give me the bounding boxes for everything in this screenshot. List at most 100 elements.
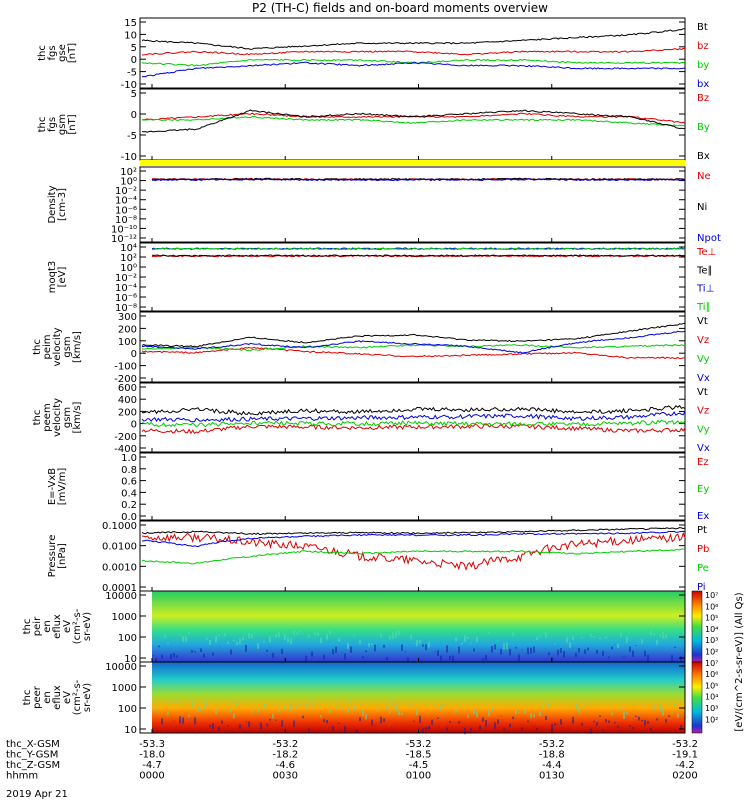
spectrogram-texture [458, 721, 460, 724]
spectrogram-texture [560, 648, 562, 653]
spectrogram-texture [650, 728, 652, 730]
x-row-label: thc_X-GSM [6, 739, 60, 750]
spectrogram-texture [323, 719, 325, 722]
legend-Vt: Vt [697, 316, 708, 327]
spectrogram-texture [401, 645, 403, 651]
spectrogram-texture [359, 640, 361, 644]
spectrogram-texture [446, 645, 448, 652]
y-tick-label: 400 [118, 395, 137, 406]
spectrogram-texture [593, 636, 595, 638]
spectrogram-texture [164, 635, 166, 638]
spectrogram-texture [584, 705, 586, 707]
x-row-value: -53.2 [406, 739, 432, 750]
spectrogram-texture [662, 632, 664, 639]
panel-frame [140, 89, 685, 160]
spectrogram-texture [647, 721, 649, 724]
series-By [142, 117, 685, 126]
spectrogram-texture [332, 649, 334, 654]
spectrogram-texture [155, 708, 157, 711]
spectrogram-texture [380, 633, 382, 637]
spectrogram-texture [257, 643, 259, 649]
spectrogram-texture [284, 634, 286, 640]
spectrogram-texture [404, 651, 406, 652]
y-tick-label: 0 [131, 349, 137, 360]
colorbar-tick-label: 10⁷ [705, 591, 718, 600]
spectrogram-texture [623, 656, 625, 657]
spectrogram-texture [305, 704, 307, 708]
spectrogram-texture [329, 710, 331, 713]
yellow-flag-bar [140, 160, 685, 166]
y-tick-label: 300 [118, 312, 137, 323]
legend-Pe: Pe [697, 563, 709, 574]
spectrogram-texture [428, 726, 430, 729]
colorbar-label: [eV/(cm^2-s-sr-eV)] (All Qs) [734, 592, 745, 731]
spectrogram-texture [353, 705, 355, 710]
spectrogram-texture [200, 710, 202, 711]
spectrogram-texture [398, 710, 400, 715]
spectrogram-texture [206, 702, 208, 705]
spectrogram-texture [644, 651, 646, 657]
colorbar-tick-label: 10³ [705, 636, 718, 645]
spectrogram-texture [620, 708, 622, 711]
y-axis-label: thcpeerenefluxeV(cm²-s-sr-eV) [22, 679, 93, 715]
spectrogram-texture [254, 632, 256, 633]
y-tick-label: 200 [118, 324, 137, 335]
spectrogram-texture [449, 656, 451, 660]
spectrogram-texture [659, 705, 661, 711]
spectrogram-gap [140, 591, 152, 662]
spectrogram-texture [371, 719, 373, 725]
spectrogram-texture [245, 645, 247, 652]
spectrogram-texture [218, 635, 220, 636]
spectrogram-texture [326, 634, 328, 640]
spectrogram-texture [158, 646, 160, 648]
spectrogram-texture [314, 632, 316, 635]
spectrogram-texture [653, 633, 655, 635]
spectrogram-texture [224, 633, 226, 636]
spectrogram-texture [188, 715, 190, 718]
y-tick-label: 600 [118, 383, 137, 394]
spectrogram-texture [434, 651, 436, 652]
panels: 151050-5-10thcfgsgse[nT]Btbzbybx50-5-10t… [22, 18, 721, 736]
spectrogram-texture [386, 706, 388, 709]
spectrogram-texture [503, 643, 505, 649]
y-tick-label: 100 [118, 633, 137, 644]
legend-Vy: Vy [697, 354, 710, 365]
spectrogram-texture [569, 642, 571, 648]
spectrogram-texture [662, 709, 664, 716]
y-tick-label: -5 [127, 68, 137, 79]
spectrogram-texture [413, 721, 415, 722]
spectrogram-texture [482, 718, 484, 722]
spectrogram-texture [158, 713, 160, 714]
spectrogram-texture [203, 654, 205, 658]
colorbar-tick-label: 10⁴ [705, 625, 718, 634]
spectrogram-texture [665, 719, 667, 723]
spectrogram-texture [425, 727, 427, 730]
y-axis-label: Density[cm-3] [47, 185, 68, 223]
spectrogram-texture [581, 723, 583, 726]
spectrogram-texture [641, 720, 643, 722]
spectrogram-texture [185, 636, 187, 642]
legend-Ex: Ex [697, 511, 709, 522]
spectrogram-texture [665, 634, 667, 639]
spectrogram-texture [506, 707, 508, 708]
x-row-value: -4.7 [142, 760, 162, 771]
spectrogram-texture [281, 720, 283, 726]
spectrogram-texture [200, 648, 202, 652]
spectrogram-texture [311, 701, 313, 704]
colorbar-tick-label: 10⁵ [705, 681, 718, 690]
spectrogram-texture [485, 720, 487, 726]
panel-frame [140, 243, 685, 311]
y-tick-label: 0 [131, 420, 137, 431]
spectrogram-texture [161, 655, 163, 659]
spectrogram-texture [179, 716, 181, 723]
spectrogram-texture [341, 708, 343, 709]
spectrogram-texture [215, 636, 217, 642]
legend-Bz: Bz [697, 93, 709, 104]
spectrogram-texture [434, 704, 436, 705]
spectrogram-texture [578, 708, 580, 713]
colorbar-tick-label: 10⁴ [705, 693, 718, 702]
panel-frame [140, 167, 685, 242]
spectrogram-texture [602, 651, 604, 656]
spectrogram-texture [272, 714, 274, 719]
